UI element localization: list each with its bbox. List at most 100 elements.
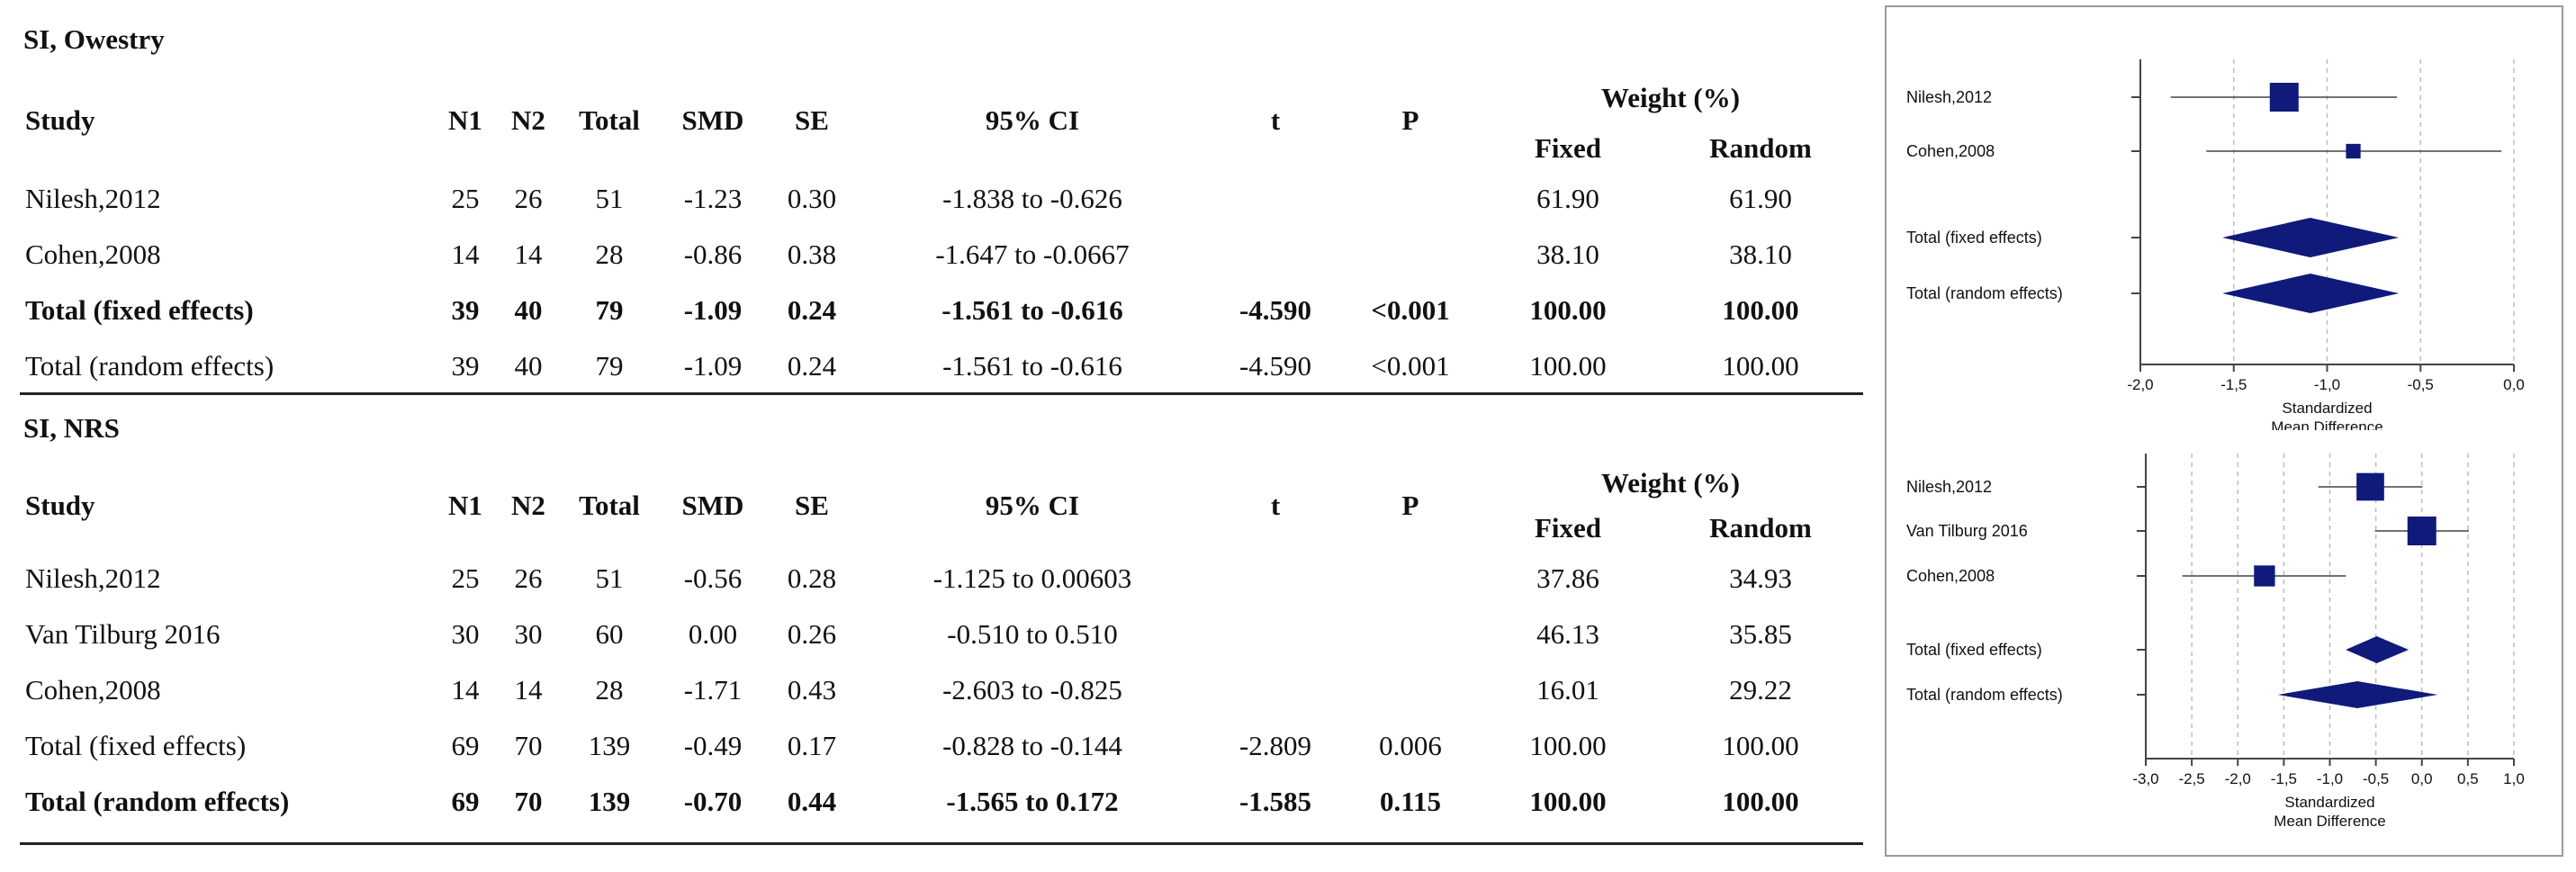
col-header-ci: 95% CI <box>985 104 1080 136</box>
table2-bottom-rule <box>20 842 1863 845</box>
cell-study: Cohen,2008 <box>25 238 161 270</box>
summary-diamond <box>2222 274 2400 313</box>
table2-body: Nilesh,2012 25 26 51 -0.56 0.28 -1.125 to 0.00… <box>20 551 1863 830</box>
cell-random: 35.85 <box>1729 618 1792 650</box>
cell-se: 0.38 <box>787 238 837 270</box>
col-header-se: SE <box>795 490 829 521</box>
table1-title: SI, Owestry <box>23 23 165 55</box>
col-header-p: P <box>1401 490 1419 521</box>
cell-se: 0.43 <box>787 674 837 706</box>
cell-study: Total (fixed effects) <box>25 294 254 326</box>
summary-diamond <box>2222 218 2400 257</box>
cell-random: 34.93 <box>1729 562 1792 594</box>
col-header-study: Study <box>25 490 95 521</box>
cell-n2: 14 <box>514 674 543 706</box>
cell-n2: 40 <box>514 350 543 382</box>
study-label: Cohen,2008 <box>1906 567 1995 585</box>
col-header-n2: N2 <box>511 490 545 521</box>
cell-study: Total (random effects) <box>25 350 275 382</box>
cell-se: 0.44 <box>787 786 837 817</box>
cell-n2: 40 <box>514 294 543 326</box>
cell-p <box>1343 662 1478 718</box>
summary-label: Total (random effects) <box>1906 686 2063 704</box>
cell-n1: 69 <box>451 786 480 817</box>
table-row: Cohen,2008 14 14 28 -0.86 0.38 -1.647 to -0.06… <box>20 227 1863 283</box>
cell-study: Total (fixed effects) <box>25 730 247 761</box>
x-tick-label: -2,5 <box>2178 770 2204 787</box>
x-tick-label: -0,5 <box>2363 770 2389 787</box>
x-tick-label: -0,5 <box>2408 376 2434 393</box>
cell-smd: -1.23 <box>683 183 743 214</box>
table-row: Nilesh,2012 25 26 51 -0.56 0.28 -1.125 to 0.00… <box>20 551 1863 607</box>
cell-se: 0.26 <box>787 618 837 650</box>
col-header-study: Study <box>25 104 95 136</box>
cell-ci: -1.125 to 0.00603 <box>932 562 1132 594</box>
cell-random: 100.00 <box>1722 730 1799 761</box>
cell-study: Cohen,2008 <box>25 674 161 706</box>
cell-smd: -0.56 <box>683 562 743 594</box>
cell-random: 61.90 <box>1729 183 1792 214</box>
col-header-weight: Weight (%) <box>1600 82 1741 113</box>
cell-ci: -1.838 to -0.626 <box>942 183 1122 214</box>
cell-n2: 70 <box>514 786 543 817</box>
cell-t: -4.590 <box>1238 294 1312 326</box>
cell-p <box>1343 227 1478 283</box>
col-header-random: Random <box>1709 512 1812 544</box>
cell-random: 100.00 <box>1722 350 1799 382</box>
study-label: Nilesh,2012 <box>1906 478 1992 496</box>
cell-t: -4.590 <box>1238 350 1312 382</box>
cell-n1: 25 <box>451 183 480 214</box>
x-axis-label: Standardized <box>2282 400 2372 417</box>
x-tick-label: -3,0 <box>2132 770 2158 787</box>
col-header-fixed: Fixed <box>1534 132 1602 164</box>
cell-t: -1.585 <box>1238 786 1312 817</box>
col-header-weight: Weight (%) <box>1600 467 1741 499</box>
col-header-n1: N1 <box>448 490 482 521</box>
cell-n2: 70 <box>514 730 543 761</box>
x-tick-label: -1,0 <box>2314 376 2340 393</box>
table-row: Total (fixed effects) 39 40 79 -1.09 0.24 -1.5… <box>20 283 1863 338</box>
cell-ci: -1.561 to -0.616 <box>941 294 1123 326</box>
col-header-random: Random <box>1709 132 1812 164</box>
cell-n1: 30 <box>451 618 480 650</box>
cell-total: 28 <box>595 238 624 270</box>
col-header-total: Total <box>579 104 640 136</box>
cell-random: 38.10 <box>1729 238 1792 270</box>
x-tick-label: -1,5 <box>2271 770 2297 787</box>
col-header-total: Total <box>579 490 640 521</box>
x-tick-label: 0,0 <box>2503 376 2525 393</box>
table-row: Van Tilburg 2016 30 30 60 0.00 0.26 -0.510 to … <box>20 607 1863 662</box>
cell-se: 0.30 <box>787 183 837 214</box>
col-header-t: t <box>1270 104 1281 136</box>
x-axis-label: Mean Difference <box>2274 813 2385 830</box>
cell-se: 0.17 <box>787 730 837 761</box>
cell-p <box>1343 551 1478 607</box>
study-point-marker <box>2254 565 2275 587</box>
table-row: Cohen,2008 14 14 28 -1.71 0.43 -2.603 to -0.82… <box>20 662 1863 718</box>
cell-fixed: 61.90 <box>1536 183 1599 214</box>
cell-fixed: 46.13 <box>1536 618 1599 650</box>
cell-t <box>1208 662 1343 718</box>
col-header-fixed: Fixed <box>1534 512 1602 544</box>
summary-diamond <box>2277 681 2438 708</box>
x-tick-label: -1,5 <box>2220 376 2247 393</box>
cell-smd: -1.09 <box>683 350 743 382</box>
cell-total: 139 <box>588 786 631 817</box>
summary-diamond <box>2346 636 2409 663</box>
cell-n1: 69 <box>451 730 480 761</box>
cell-total: 51 <box>595 562 624 594</box>
cell-fixed: 38.10 <box>1536 238 1599 270</box>
study-label: Van Tilburg 2016 <box>1906 522 2028 540</box>
cell-fixed: 37.86 <box>1536 562 1599 594</box>
cell-total: 79 <box>595 294 624 326</box>
forest-plot-panel: -2,0 -1,5 -1,0 -0,5 0,0 Standardized Mean Diff… <box>1885 5 2563 857</box>
cell-fixed: 100.00 <box>1529 786 1607 817</box>
study-label: Cohen,2008 <box>1906 142 1995 160</box>
cell-se: 0.24 <box>787 294 837 326</box>
col-header-se: SE <box>795 104 829 136</box>
summary-label: Total (random effects) <box>1906 284 2063 302</box>
cell-se: 0.24 <box>787 350 837 382</box>
cell-total: 60 <box>595 618 624 650</box>
col-header-n1: N1 <box>448 104 482 136</box>
